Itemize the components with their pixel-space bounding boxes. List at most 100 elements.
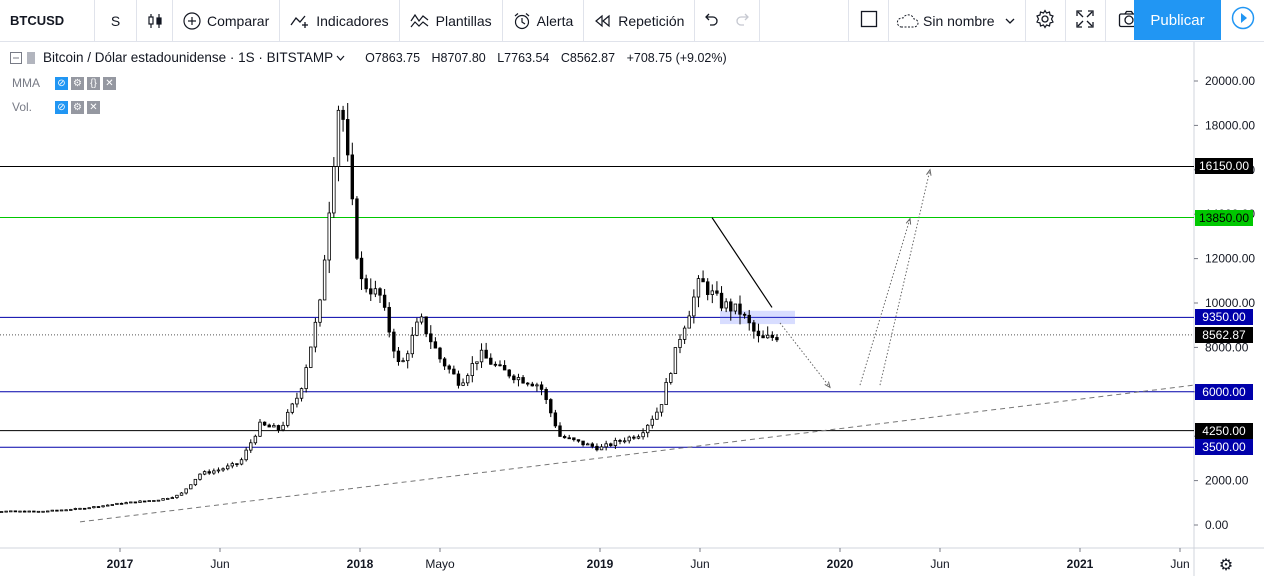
axis-settings-gear-icon[interactable]: ⚙ <box>1219 557 1233 574</box>
arrow-head <box>926 168 932 176</box>
interval-button[interactable]: S <box>95 0 137 42</box>
indicators-button[interactable]: Indicadores <box>280 0 400 42</box>
candle-body <box>742 313 747 316</box>
layout-name-button[interactable]: Sin nombre <box>888 0 1026 42</box>
fullscreen-toggle-button[interactable] <box>848 0 888 42</box>
candle-body <box>512 375 516 381</box>
compare-button[interactable]: Comparar <box>173 0 281 42</box>
chevron-down-icon[interactable] <box>336 55 345 61</box>
indicator-name: Vol. <box>12 100 33 114</box>
change-value: +708.75 (+9.02%) <box>626 50 727 65</box>
candle-body <box>493 363 498 366</box>
play-button[interactable] <box>1222 0 1264 40</box>
candle-body <box>225 465 230 470</box>
replay-button[interactable]: Repetición <box>584 0 696 42</box>
price-chart[interactable]: 0.002000.004000.006000.008000.0010000.00… <box>0 42 1264 576</box>
candle-body <box>479 349 484 363</box>
candle-body <box>285 411 290 426</box>
candle-body <box>193 478 198 486</box>
candle-body <box>719 292 724 309</box>
settings-icon[interactable]: ⚙ <box>71 100 84 114</box>
expand-button[interactable] <box>1066 0 1106 42</box>
candle-body <box>405 353 410 362</box>
candle-body <box>189 484 193 490</box>
close-icon[interactable]: ✕ <box>103 76 116 90</box>
symbol-search-button[interactable]: BTCUSD <box>0 0 95 42</box>
candle-body <box>502 365 507 371</box>
source-code-icon[interactable]: {} <box>87 76 100 90</box>
candle-body <box>775 337 779 341</box>
candle-body <box>392 331 396 352</box>
candle-body <box>456 373 461 386</box>
candle-body <box>415 321 419 336</box>
collapse-legend-icon[interactable] <box>10 51 22 64</box>
candle-body <box>138 500 142 503</box>
candle-body <box>327 212 331 261</box>
candle-body <box>87 507 91 510</box>
candle-body <box>355 198 359 259</box>
candle-body <box>401 360 405 363</box>
settings-icon[interactable]: ⚙ <box>71 76 84 90</box>
settings-button[interactable] <box>1026 0 1066 42</box>
candle-body <box>69 509 73 511</box>
indicator-row-volume[interactable]: Vol. ⊘ ⚙ ✕ <box>12 100 100 114</box>
candle-body <box>609 443 613 446</box>
time-tick-label: 2018 <box>347 557 374 571</box>
candle-body <box>110 504 115 506</box>
candle-body <box>682 327 687 340</box>
indicator-row-mma[interactable]: MMA ⊘ ⚙ {} ✕ <box>12 76 116 90</box>
candle-body <box>64 509 68 512</box>
chart-type-button[interactable] <box>137 0 173 42</box>
candle-body <box>729 301 733 312</box>
price-tick-label: 2000.00 <box>1205 474 1249 488</box>
candle-body <box>129 501 133 504</box>
descending-trendline <box>711 217 773 308</box>
candle-body <box>147 500 151 502</box>
candle-body <box>498 364 502 367</box>
candle-body <box>765 334 770 339</box>
support-trendline <box>79 384 1195 523</box>
candle-body <box>373 288 378 295</box>
templates-icon <box>410 13 430 29</box>
horizontal-levels <box>0 165 1194 448</box>
alert-button[interactable]: Alerta <box>503 0 585 42</box>
hide-icon[interactable]: ⊘ <box>55 76 68 90</box>
candle-body <box>530 383 535 387</box>
publish-button[interactable]: Publicar <box>1134 0 1221 40</box>
candle-body <box>581 440 585 446</box>
hide-icon[interactable]: ⊘ <box>55 100 68 114</box>
candle-body <box>119 502 124 505</box>
candle-body <box>572 437 576 441</box>
ohlc-values: O7863.75 H8707.80 L7763.54 C8562.87 +708… <box>365 51 735 65</box>
level-price-tag: 6000.00 <box>1195 383 1253 400</box>
candle-body <box>424 316 428 335</box>
candle-body <box>13 510 18 513</box>
chart-area[interactable]: 0.002000.004000.006000.008000.0010000.00… <box>0 42 1264 576</box>
close-icon[interactable]: ✕ <box>87 100 100 114</box>
candles-icon <box>146 12 164 30</box>
symbol-legend: Bitcoin / Dólar estadounidense · 1S · BI… <box>10 50 735 65</box>
candle-body <box>659 404 664 413</box>
candle-body <box>364 278 368 290</box>
symbol-logo-icon <box>26 51 38 65</box>
candle-body <box>604 443 608 448</box>
templates-button[interactable]: Plantillas <box>400 0 503 42</box>
undo-button[interactable] <box>695 0 727 42</box>
arrow-head <box>905 217 912 225</box>
candle-body <box>521 377 525 384</box>
candle-body <box>664 381 668 405</box>
candle-body <box>258 421 262 437</box>
candle-body <box>207 471 211 474</box>
candle-body <box>73 508 78 510</box>
redo-button[interactable] <box>727 0 761 42</box>
candle-body <box>387 306 391 333</box>
play-circle-icon <box>1231 6 1255 35</box>
legend-title[interactable]: Bitcoin / Dólar estadounidense · 1S · BI… <box>43 50 334 65</box>
candle-body <box>562 436 567 439</box>
candle-body <box>50 509 55 512</box>
time-tick-label: 2019 <box>587 557 614 571</box>
time-tick-label: 2021 <box>1067 557 1094 571</box>
candle-body <box>419 316 424 323</box>
toolbar-right: Sin nombre <box>848 0 1152 42</box>
compare-label: Comparar <box>207 12 270 29</box>
